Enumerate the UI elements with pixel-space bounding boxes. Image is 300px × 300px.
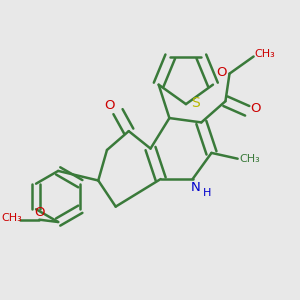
Text: O: O <box>250 102 261 115</box>
Text: O: O <box>216 66 226 79</box>
Text: O: O <box>34 206 45 219</box>
Text: H: H <box>203 188 211 198</box>
Text: CH₃: CH₃ <box>239 154 260 164</box>
Text: CH₃: CH₃ <box>254 49 275 59</box>
Text: N: N <box>191 181 201 194</box>
Text: CH₃: CH₃ <box>2 213 22 223</box>
Text: S: S <box>191 96 200 110</box>
Text: O: O <box>105 99 115 112</box>
